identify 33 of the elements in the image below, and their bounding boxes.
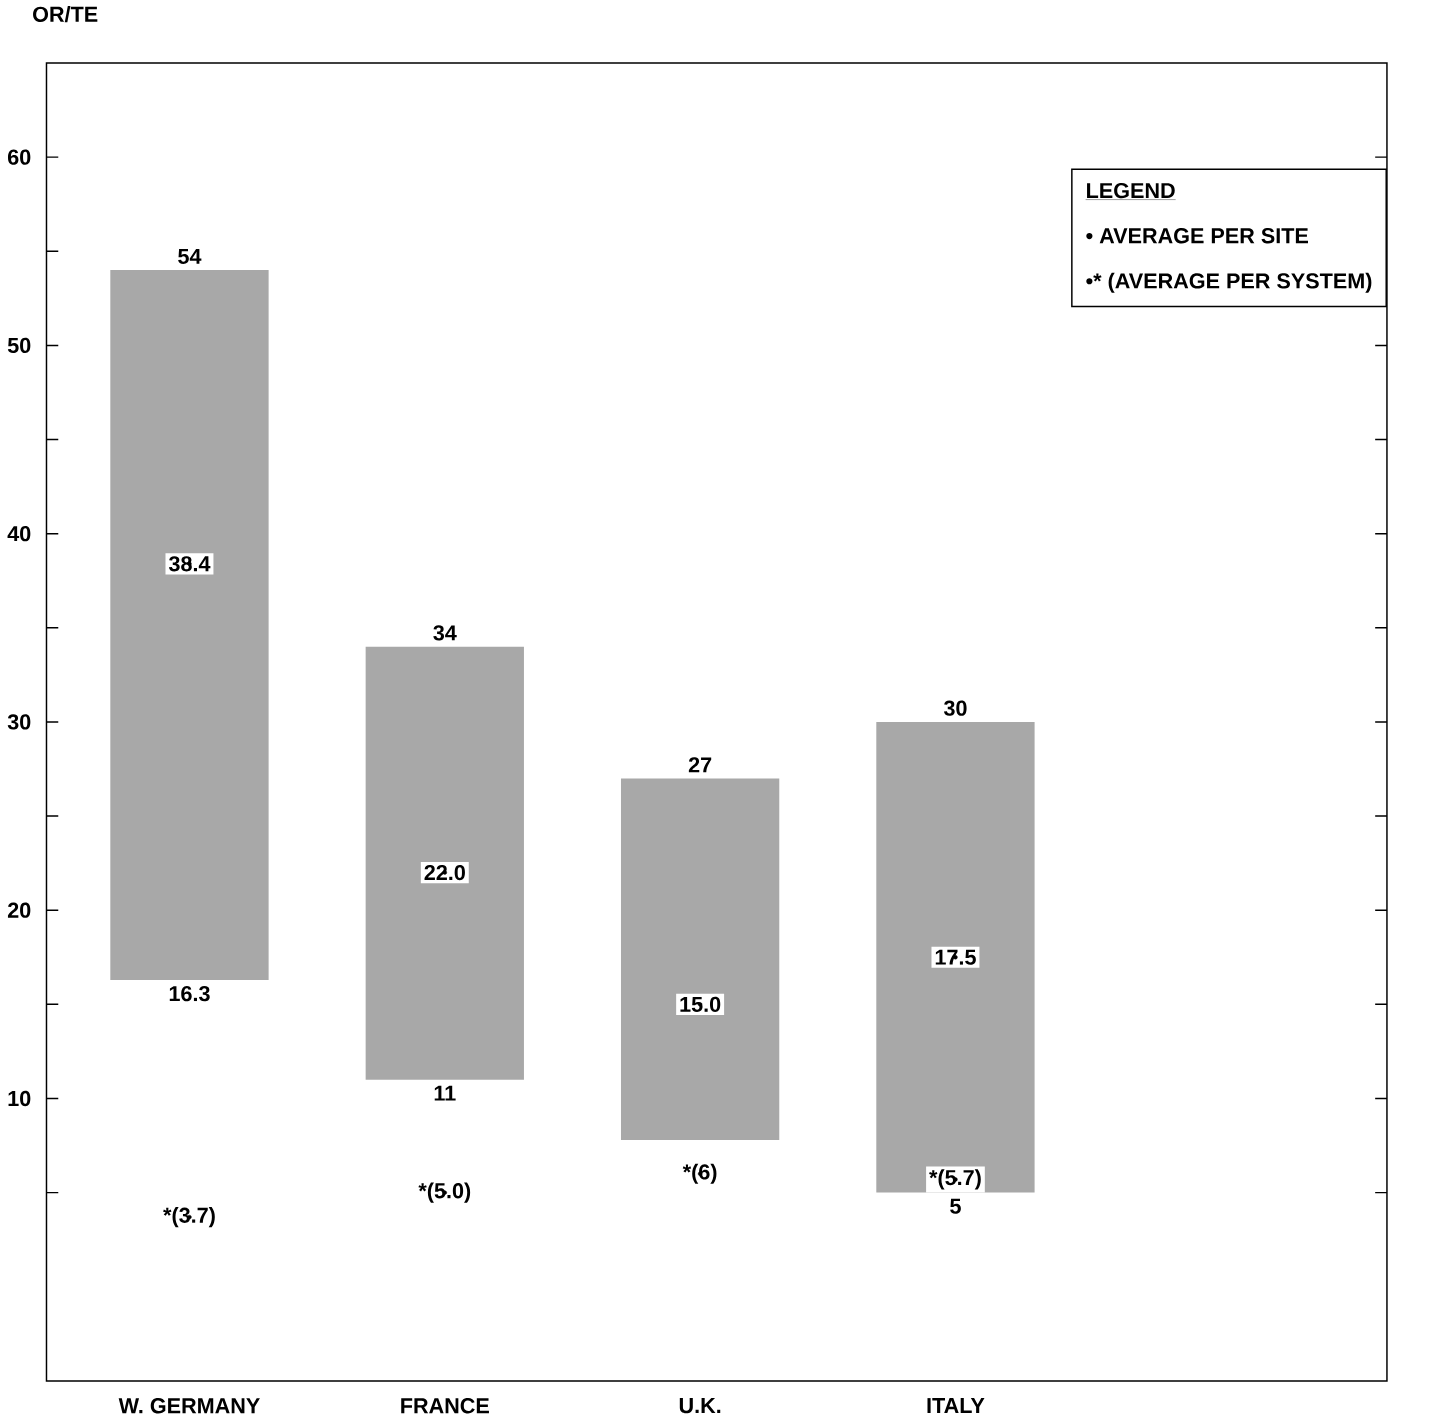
data-label: *(3.7) <box>163 1207 215 1228</box>
data-label: 15.0 <box>680 996 721 1013</box>
bar <box>876 722 1035 1193</box>
y-axis-title: OR/TE <box>33 6 98 23</box>
data-label: *(6) <box>682 1163 717 1185</box>
y-tick-label: 10 <box>8 1091 31 1107</box>
annotation: 30 <box>943 700 967 717</box>
data-label: 22.0 <box>424 865 465 881</box>
bar <box>110 270 269 981</box>
x-tick-label: FRANCE <box>401 1398 489 1414</box>
y-tick-label: 50 <box>7 337 31 354</box>
y-tick-label: 60 <box>7 149 31 165</box>
data-label: 17.5 <box>935 949 976 966</box>
y-tick-label: 20 <box>7 902 31 919</box>
data-label: 38.4 <box>168 556 211 572</box>
annotation: 5 <box>950 1198 961 1214</box>
x-tick-label: U.K. <box>679 1398 721 1414</box>
data-label: *(5.7) <box>929 1169 981 1190</box>
annotation: 11 <box>434 1085 456 1101</box>
bar <box>365 646 524 1080</box>
data-label: *(5.0) <box>418 1182 471 1203</box>
bar <box>620 778 780 1141</box>
text: • AVERAGE PER SITE <box>1086 228 1308 244</box>
legend-label: •* (AVERAGE PER SYSTEM) <box>1086 272 1372 294</box>
annotation: 27 <box>688 757 712 773</box>
annotation: 16.3 <box>169 986 210 1002</box>
y-tick-label: 30 <box>7 714 31 730</box>
x-tick-label: ITALY <box>927 1398 985 1414</box>
legend-title: LEGEND <box>1087 183 1175 199</box>
annotation: 34 <box>433 625 457 641</box>
annotation: 54 <box>178 249 202 265</box>
x-tick-label: W. GERMANY <box>118 1398 260 1414</box>
y-tick-label: 40 <box>7 526 31 542</box>
